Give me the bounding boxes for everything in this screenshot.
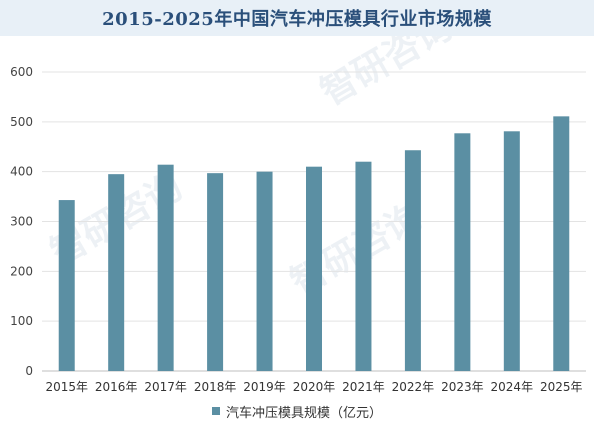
y-tick-label: 500 bbox=[10, 115, 33, 129]
bar bbox=[157, 164, 174, 371]
bar-chart: 智研咨询 智研咨询 智研咨询 0 100 200 300 400 500 600 2015年… bbox=[10, 36, 586, 394]
chart-title-bar: 2015-2025年中国汽车冲压模具行业市场规模 bbox=[0, 0, 594, 36]
bar bbox=[355, 161, 372, 371]
y-tick-label: 100 bbox=[10, 314, 33, 328]
watermark-layer: 智研咨询 智研咨询 智研咨询 bbox=[44, 36, 459, 304]
x-axis-ticks: 2015年 2016年 2017年 2018年 2019年 2020年 2021年 2022年… bbox=[45, 380, 582, 394]
legend-swatch bbox=[211, 407, 220, 415]
y-tick-label: 300 bbox=[10, 215, 33, 229]
x-tick-label: 2017年 bbox=[144, 380, 187, 394]
bar bbox=[108, 174, 125, 371]
x-tick-label: 2024年 bbox=[491, 380, 534, 394]
bar bbox=[404, 150, 421, 371]
x-tick-label: 2015年 bbox=[45, 380, 88, 394]
legend-label: 汽车冲压模具规模（亿元） bbox=[225, 405, 382, 421]
x-tick-label: 2020年 bbox=[293, 380, 336, 394]
bar bbox=[207, 173, 224, 371]
y-tick-label: 0 bbox=[25, 364, 33, 378]
x-tick-label: 2022年 bbox=[392, 380, 435, 394]
bar bbox=[306, 166, 322, 371]
bar bbox=[256, 171, 273, 371]
x-tick-label: 2025年 bbox=[540, 380, 583, 394]
x-tick-label: 2016年 bbox=[95, 380, 138, 394]
x-tick-label: 2019年 bbox=[243, 380, 286, 394]
bar bbox=[454, 133, 471, 371]
y-tick-label: 600 bbox=[10, 65, 33, 79]
x-tick-label: 2023年 bbox=[441, 380, 484, 394]
bar bbox=[58, 200, 75, 371]
x-tick-label: 2021年 bbox=[342, 380, 385, 394]
y-axis-ticks: 0 100 200 300 400 500 600 bbox=[10, 65, 33, 378]
bar bbox=[553, 116, 570, 371]
watermark-text: 智研咨询 bbox=[314, 36, 459, 114]
y-tick-label: 400 bbox=[10, 165, 33, 179]
bar-series bbox=[58, 116, 570, 371]
y-tick-label: 200 bbox=[10, 264, 33, 278]
x-tick-label: 2018年 bbox=[194, 380, 237, 394]
legend: 汽车冲压模具规模（亿元） bbox=[0, 400, 594, 422]
chart-title: 2015-2025年中国汽车冲压模具行业市场规模 bbox=[102, 9, 492, 30]
bar bbox=[503, 131, 520, 371]
